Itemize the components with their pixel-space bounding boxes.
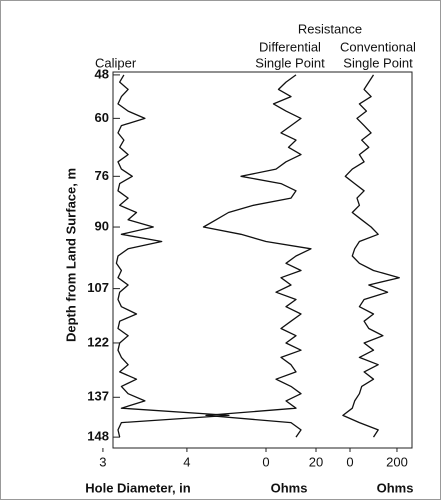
x-tick-label: 200 <box>386 454 408 469</box>
y-tick-label: 107 <box>87 280 109 295</box>
y-tick-label: 137 <box>87 389 109 404</box>
y-tick-label: 148 <box>87 429 109 444</box>
x-tick-label: 4 <box>183 454 190 469</box>
x-tick-label: 0 <box>262 454 269 469</box>
y-axis-label: Depth from Land Surface, m <box>63 168 78 342</box>
track-title: Single Point <box>255 55 325 70</box>
x-tick-label: 0 <box>346 454 353 469</box>
log-trace <box>202 74 312 438</box>
y-tick-label: 76 <box>95 168 109 183</box>
x-axis-label: Ohms <box>377 480 414 495</box>
track-title: Differential <box>259 39 321 54</box>
x-axis-label: Hole Diameter, in <box>85 480 191 495</box>
y-tick-label: 122 <box>87 334 109 349</box>
x-tick-label: 20 <box>309 454 323 469</box>
y-tick-label: 48 <box>95 66 109 81</box>
y-tick-label: 60 <box>95 110 109 125</box>
log-trace <box>115 74 230 438</box>
log-trace <box>342 74 400 438</box>
track-title: Caliper <box>95 55 137 70</box>
plot-box <box>112 71 413 449</box>
group-title: Resistance <box>298 21 362 36</box>
track-title: Conventional <box>340 39 416 54</box>
x-axis-label: Ohms <box>271 480 308 495</box>
y-tick-label: 90 <box>95 218 109 233</box>
x-tick-label: 3 <box>99 454 106 469</box>
track-title: Single Point <box>343 55 413 70</box>
